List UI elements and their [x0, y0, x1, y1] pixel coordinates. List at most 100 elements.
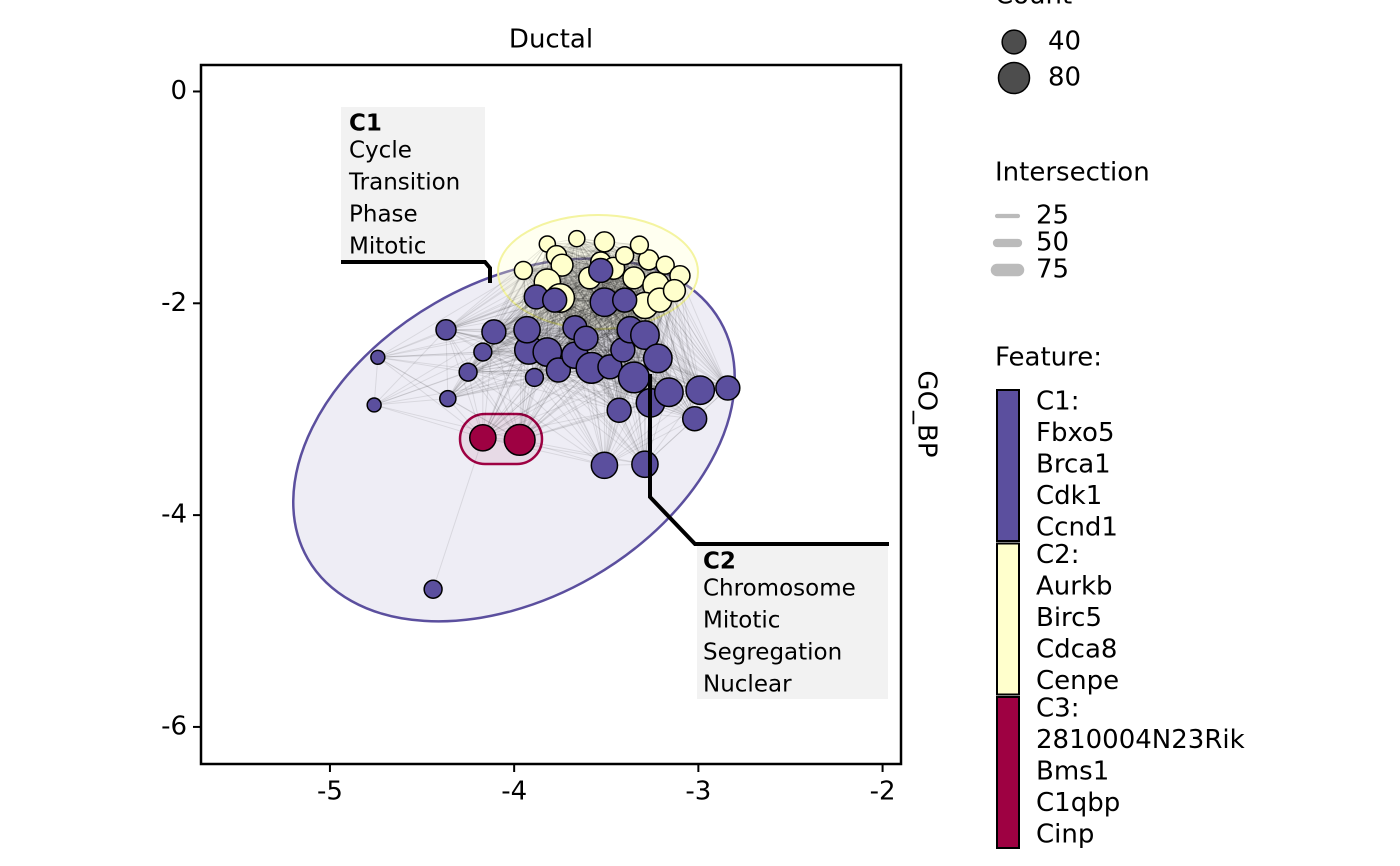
- legend-label: 2810004N23Rik: [1036, 725, 1245, 755]
- edge: [519, 297, 561, 441]
- point: [681, 406, 708, 432]
- point: [662, 278, 687, 303]
- point: [715, 375, 741, 401]
- edge: [445, 269, 601, 331]
- edge: [534, 377, 605, 466]
- edge: [447, 349, 530, 400]
- edge: [644, 389, 701, 465]
- edge: [493, 243, 548, 333]
- point: [567, 229, 586, 248]
- legend-label: C3:: [1036, 694, 1079, 724]
- edge: [574, 238, 578, 328]
- edge: [644, 305, 701, 391]
- edge: [377, 349, 529, 358]
- legend-label: 25: [1036, 201, 1069, 231]
- edge: [374, 376, 535, 406]
- edge: [558, 369, 651, 404]
- edge: [482, 376, 635, 439]
- edge: [377, 270, 524, 358]
- legend-label: 50: [1036, 228, 1069, 258]
- edge: [447, 376, 535, 400]
- edge: [557, 369, 605, 466]
- point: [513, 315, 541, 344]
- legend-label: Bms1: [1036, 757, 1109, 787]
- edge: [618, 299, 661, 411]
- annotation-line: Transition: [348, 170, 460, 196]
- edge: [668, 290, 675, 393]
- edge: [377, 331, 495, 358]
- edge: [558, 369, 646, 465]
- edge: [374, 404, 483, 439]
- edge: [482, 301, 605, 353]
- edge: [445, 296, 537, 331]
- legend-title: Intersection: [995, 158, 1150, 188]
- edge: [482, 351, 548, 439]
- edge: [519, 367, 592, 441]
- edge: [600, 261, 620, 411]
- edge: [445, 270, 524, 331]
- legend-size-key: [1001, 29, 1027, 55]
- edge: [600, 270, 611, 367]
- legend-label: C1:: [1036, 387, 1079, 417]
- legend-label: Cinp: [1036, 820, 1094, 850]
- edge: [377, 351, 483, 358]
- edge: [522, 270, 576, 356]
- point: [631, 450, 659, 479]
- edge: [373, 331, 495, 406]
- point: [370, 349, 386, 366]
- edge: [482, 351, 605, 466]
- edge: [603, 366, 611, 466]
- edge: [591, 270, 602, 368]
- point: [611, 287, 638, 313]
- edge: [377, 356, 449, 400]
- edge: [373, 349, 530, 406]
- legend-label: C1qbp: [1036, 788, 1120, 818]
- point: [435, 319, 457, 341]
- edge: [447, 296, 537, 399]
- edge: [591, 268, 615, 369]
- edge: [591, 367, 605, 466]
- chart-title: Ductal: [509, 25, 593, 55]
- edge: [445, 243, 548, 331]
- edge: [673, 290, 701, 391]
- edge: [547, 243, 640, 246]
- edge: [604, 389, 701, 466]
- legend-title: Count: [995, 0, 1072, 11]
- legend-label: 80: [1048, 63, 1081, 93]
- edge: [482, 367, 592, 439]
- edge: [467, 371, 605, 466]
- point: [458, 362, 478, 382]
- edge: [528, 349, 605, 466]
- edge: [482, 297, 561, 439]
- point: [541, 287, 568, 313]
- edge: [373, 371, 469, 406]
- annotation-box: [341, 107, 485, 262]
- point: [617, 361, 651, 394]
- legend-label: Cenpe: [1036, 666, 1119, 696]
- edge: [644, 305, 729, 389]
- legend-label: Ccnd1: [1036, 513, 1118, 543]
- edge: [373, 351, 484, 406]
- edge: [377, 356, 484, 439]
- x-tick-label: -5: [317, 777, 343, 807]
- edge: [432, 437, 484, 590]
- legend-label: 75: [1036, 255, 1069, 285]
- plot-frame: [199, 63, 903, 766]
- edge: [519, 439, 646, 465]
- point: [468, 423, 497, 452]
- legend-color-key: [996, 696, 1020, 849]
- edge: [373, 329, 447, 406]
- edge: [519, 409, 620, 441]
- edge: [604, 301, 729, 389]
- edge: [482, 437, 605, 466]
- y-tick-label: -2: [161, 288, 187, 318]
- x-tick-label: -4: [501, 777, 527, 807]
- point: [481, 319, 507, 345]
- point: [473, 342, 493, 362]
- edge: [482, 349, 530, 439]
- annotation-title: C2: [703, 549, 736, 575]
- y-tick-label: -4: [161, 500, 187, 530]
- legend-label: Brca1: [1036, 450, 1111, 480]
- legend-label: Fbxo5: [1036, 418, 1115, 448]
